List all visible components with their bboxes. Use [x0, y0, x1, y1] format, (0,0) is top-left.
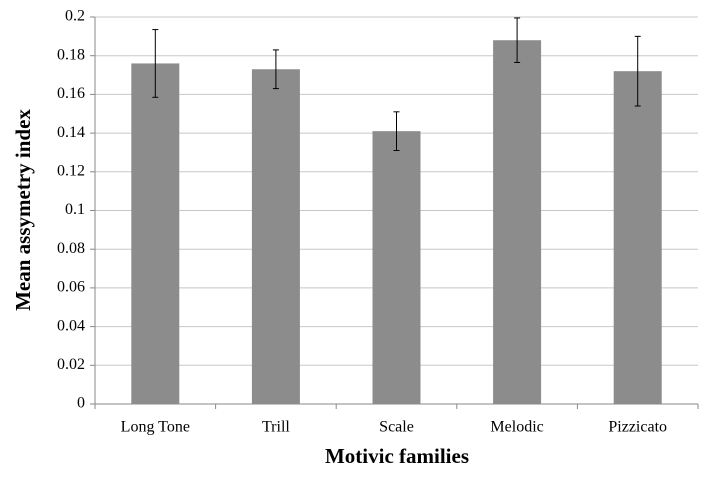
x-tick-label: Trill	[262, 419, 290, 436]
y-tick-label: 0.1	[65, 201, 85, 218]
y-tick-label: 0.14	[57, 124, 85, 141]
y-tick-label: 0.18	[57, 46, 85, 63]
y-axis-label: Mean assymetry index	[11, 109, 35, 311]
x-tick-label: Long Tone	[121, 419, 190, 436]
bar	[493, 40, 542, 404]
error-bar	[272, 49, 279, 90]
error-bar	[514, 17, 521, 63]
x-tick-label: Pizzicato	[608, 419, 667, 436]
error-bar	[393, 111, 400, 152]
bar	[251, 69, 300, 405]
error-bar	[152, 29, 159, 98]
y-tick-label: 0.06	[57, 279, 85, 296]
error-bar	[634, 35, 641, 107]
y-tick-label: 0	[77, 395, 85, 412]
y-tick-label: 0.08	[57, 240, 85, 257]
x-axis-label: Motivic families	[325, 444, 469, 468]
y-tick-label: 0.02	[57, 356, 85, 373]
x-tick-label: Melodic	[490, 419, 543, 436]
bar	[131, 63, 180, 404]
x-tick-label: Scale	[379, 419, 414, 436]
y-tick-label: 0.04	[57, 317, 85, 334]
y-tick-label: 0.2	[65, 8, 85, 25]
bar	[372, 131, 421, 405]
bar	[613, 71, 662, 405]
y-tick-label: 0.12	[57, 162, 85, 179]
y-tick-label: 0.16	[57, 85, 85, 102]
